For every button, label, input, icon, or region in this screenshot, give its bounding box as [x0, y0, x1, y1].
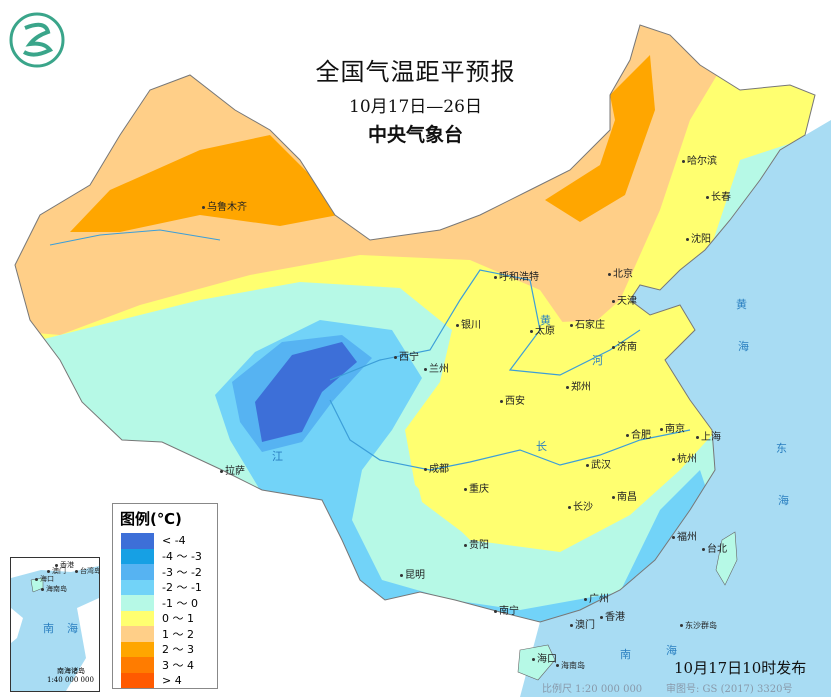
- city-label: 银川: [456, 316, 481, 331]
- legend-swatch: [121, 533, 154, 549]
- inset-label: 香港: [55, 560, 74, 570]
- city-label: 沈阳: [686, 230, 711, 245]
- city-label: 昆明: [400, 566, 425, 581]
- legend-label: 0 ～ 1: [162, 612, 194, 626]
- legend-swatch: [121, 579, 154, 595]
- city-label: 重庆: [464, 480, 489, 495]
- legend-label: 2 ～ 3: [162, 643, 194, 657]
- inset-label: 南海诸岛: [57, 667, 85, 675]
- inset-sea-label: 南: [43, 622, 54, 635]
- city-label: 合肥: [626, 426, 651, 441]
- legend-item: 2 ～ 3: [113, 641, 217, 657]
- city-label: 石家庄: [570, 316, 605, 331]
- island-label: 海南岛: [556, 660, 585, 671]
- inset-scale: 1:40 000 000: [47, 676, 94, 684]
- city-label: 拉萨: [220, 462, 245, 477]
- river-label: 河: [592, 354, 603, 367]
- map-approval-number: 审图号: GS (2017) 3320号: [666, 684, 793, 695]
- legend-item: 3 ～ 4: [113, 657, 217, 673]
- city-label: 哈尔滨: [682, 152, 717, 167]
- sea-label: 海: [738, 340, 749, 353]
- cma-logo-icon: [9, 12, 65, 68]
- island-label: 东沙群岛: [680, 620, 717, 631]
- city-label: 长春: [706, 188, 731, 203]
- south-china-sea-inset: 海口 海南岛 香港 澳门 台湾岛 南 海 南海诸岛 1:40 000 000: [10, 557, 100, 692]
- city-label: 北京: [608, 265, 633, 280]
- legend-swatch: [121, 548, 154, 564]
- city-label: 上海: [696, 428, 721, 443]
- date-range: 10月17日—26日: [349, 97, 482, 117]
- city-label: 乌鲁木齐: [202, 198, 247, 213]
- city-label: 呼和浩特: [494, 268, 539, 283]
- city-label: 成都: [424, 460, 449, 475]
- legend-swatch: [121, 610, 154, 626]
- city-label: 兰州: [424, 360, 449, 375]
- city-label: 太原: [530, 322, 555, 337]
- legend-item: -1 ～ 0: [113, 595, 217, 611]
- river-label: 长: [536, 440, 547, 453]
- legend-label: 3 ～ 4: [162, 658, 194, 672]
- inset-label: 台湾岛: [75, 566, 99, 576]
- city-label: 福州: [672, 528, 697, 543]
- legend-item: > 4: [113, 672, 217, 688]
- legend-swatch: [121, 641, 154, 657]
- sea-label: 海: [778, 494, 789, 507]
- issuer: 中央气象台: [367, 124, 463, 146]
- map-title: 全国气温距平预报: [315, 58, 516, 86]
- city-label: 杭州: [672, 450, 697, 465]
- legend-item: < -4: [113, 533, 217, 549]
- river-label: 江: [272, 450, 283, 463]
- city-label: 广州: [584, 590, 609, 605]
- city-label: 济南: [612, 338, 637, 353]
- inset-label: 澳门: [47, 566, 66, 576]
- legend-label: < -4: [162, 534, 186, 548]
- legend-item: -3 ～ -2: [113, 564, 217, 580]
- legend-item: -2 ～ -1: [113, 579, 217, 595]
- city-label: 武汉: [586, 456, 611, 471]
- legend-title: 图例(℃): [120, 510, 182, 528]
- inset-sea-label: 海: [67, 622, 78, 635]
- issue-time: 10月17日10时发布: [674, 659, 807, 677]
- map-scale: 比例尺 1:20 000 000: [542, 684, 643, 695]
- city-label: 海口: [532, 650, 557, 665]
- city-label: 澳门: [570, 616, 595, 631]
- city-label: 南京: [660, 420, 685, 435]
- yangtze-river: [329, 399, 691, 471]
- inset-label: 海口: [35, 574, 54, 584]
- city-label: 香港: [600, 608, 625, 623]
- legend-swatch: [121, 657, 154, 673]
- legend-item: -4 ～ -3: [113, 548, 217, 564]
- city-label: 天津: [612, 292, 637, 307]
- city-label: 南昌: [612, 488, 637, 503]
- legend-swatch: [121, 564, 154, 580]
- legend-item: 0 ～ 1: [113, 610, 217, 626]
- city-label: 西宁: [394, 348, 419, 363]
- legend-swatch: [121, 595, 154, 611]
- inset-label: 海南岛: [41, 584, 67, 594]
- legend-label: 1 ～ 2: [162, 627, 194, 641]
- sea-area: [520, 120, 831, 697]
- sea-label: 南: [620, 648, 631, 661]
- tarim-river: [49, 229, 221, 246]
- sea-label: 黄: [736, 298, 747, 311]
- legend-label: -1 ～ 0: [162, 596, 198, 610]
- legend-label: > 4: [162, 673, 182, 687]
- city-label: 长沙: [568, 498, 593, 513]
- legend-item: 1 ～ 2: [113, 626, 217, 642]
- legend-label: -3 ～ -2: [162, 565, 202, 579]
- sea-label: 海: [666, 644, 677, 657]
- legend-swatch: [121, 626, 154, 642]
- legend-swatch: [121, 672, 154, 688]
- legend: 图例(℃) < -4 -4 ～ -3 -3 ～ -2 -2 ～ -1 -1 ～ 0 0 ～…: [112, 503, 218, 689]
- city-label: 南宁: [494, 602, 519, 617]
- city-label: 郑州: [566, 378, 591, 393]
- river-label: 黄: [540, 314, 551, 327]
- city-label: 西安: [500, 392, 525, 407]
- legend-label: -2 ～ -1: [162, 581, 202, 595]
- city-label: 贵阳: [464, 536, 489, 551]
- legend-label: -4 ～ -3: [162, 550, 202, 564]
- city-label: 台北: [702, 540, 727, 555]
- sea-label: 东: [776, 442, 787, 455]
